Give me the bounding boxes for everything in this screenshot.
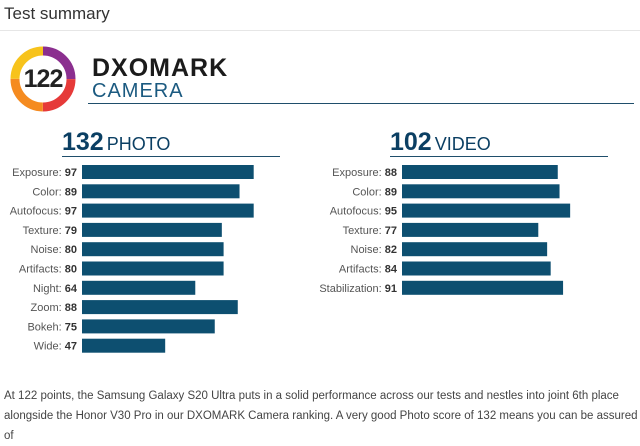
brand-divider <box>88 103 634 104</box>
photo-bar <box>82 280 196 295</box>
photo-bar <box>82 319 215 334</box>
photo-bar-label: Noise: 80 <box>31 244 78 256</box>
video-score: 102 <box>390 128 432 156</box>
video-bar-label: Color: 89 <box>352 186 397 198</box>
video-bar-value: 84 <box>385 264 398 276</box>
photo-label: PHOTO <box>106 134 171 154</box>
video-bar-value: 89 <box>385 186 397 198</box>
photo-bar-label: Autofocus: 97 <box>10 206 77 218</box>
video-bar-label: Texture: 77 <box>343 225 397 237</box>
video-divider <box>390 156 608 157</box>
video-bar-label: Stabilization: 91 <box>319 283 397 295</box>
video-bar-value: 88 <box>385 167 397 179</box>
photo-bar-label: Color: 89 <box>32 186 77 198</box>
photo-bar <box>82 300 238 315</box>
video-bar-value: 77 <box>385 225 397 237</box>
video-bar <box>402 242 548 257</box>
photo-bar-label: Exposure: 97 <box>12 167 77 179</box>
photo-bar-value: 88 <box>65 302 77 314</box>
overall-score: 122 <box>23 65 64 93</box>
section-title: Test summary <box>4 4 110 23</box>
video-bar-label: Noise: 82 <box>351 244 398 256</box>
photo-bar-value: 64 <box>65 283 78 295</box>
photo-bar <box>82 203 254 218</box>
photo-bar-chart: Exposure: 97 Color: 89 Autofocus: 97 Textur… <box>10 165 254 353</box>
photo-bar-value: 97 <box>65 167 77 179</box>
photo-bar <box>82 165 254 179</box>
video-bar-value: 82 <box>385 244 397 256</box>
photo-bar-value: 79 <box>65 225 77 237</box>
video-bar <box>402 184 560 199</box>
summary-paragraph: At 122 points, the Samsung Galaxy S20 Ul… <box>4 390 638 442</box>
video-bar <box>402 280 564 295</box>
video-bar-label: Artifacts: 84 <box>339 264 398 276</box>
brand-category: CAMERA <box>92 80 184 102</box>
photo-bar-value: 47 <box>65 341 77 353</box>
video-bar <box>402 222 539 237</box>
photo-bar-label: Wide: 47 <box>34 341 77 353</box>
photo-bar-label: Bokeh: 75 <box>27 321 77 333</box>
video-bar-label: Exposure: 88 <box>332 167 397 179</box>
photo-bar-label: Night: 64 <box>33 283 78 295</box>
photo-bar-label: Artifacts: 80 <box>19 264 77 276</box>
photo-bar-value: 80 <box>65 244 77 256</box>
video-bar-value: 95 <box>385 206 397 218</box>
overall-score-badge: 122 <box>8 44 78 114</box>
photo-bar-label: Zoom: 88 <box>31 302 77 314</box>
photo-bar-value: 89 <box>65 186 77 198</box>
video-bar-chart: Exposure: 88 Color: 89 Autofocus: 95 Textur… <box>319 165 571 295</box>
photo-bar-value: 75 <box>65 321 77 333</box>
video-bar <box>402 203 571 218</box>
photo-bar <box>82 222 222 237</box>
video-bar-label: Autofocus: 95 <box>330 206 397 218</box>
photo-bar-value: 80 <box>65 264 77 276</box>
photo-bar <box>82 261 224 276</box>
photo-bar <box>82 184 240 199</box>
score-ring-icon <box>10 46 76 112</box>
photo-score: 132 <box>62 128 104 156</box>
video-label: VIDEO <box>434 134 491 154</box>
header-divider <box>0 30 640 31</box>
video-bar <box>402 261 551 276</box>
photo-bar <box>82 242 224 257</box>
video-bar <box>402 165 558 179</box>
video-bar-value: 91 <box>385 283 397 295</box>
video-score-heading: 102 VIDEO <box>390 127 491 161</box>
photo-bar-value: 97 <box>65 206 77 218</box>
photo-divider <box>62 156 280 157</box>
photo-score-heading: 132 PHOTO <box>62 127 170 161</box>
photo-bar-label: Texture: 79 <box>23 225 77 237</box>
brand-name: DXOMARK <box>92 54 229 82</box>
photo-bar <box>82 338 166 353</box>
